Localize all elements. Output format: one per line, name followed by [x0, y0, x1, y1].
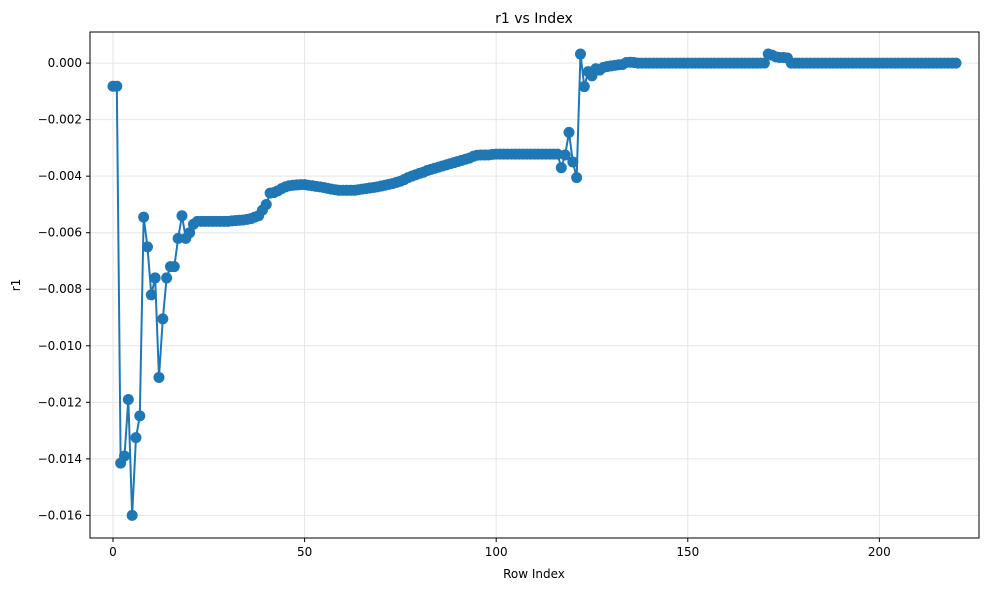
- y-axis-title: r1: [9, 279, 23, 292]
- plot-area-frame: [89, 31, 980, 539]
- data-point: [126, 509, 138, 521]
- data-point: [260, 198, 272, 210]
- data-point: [758, 57, 770, 69]
- y-tick-label: −0.010: [38, 339, 82, 353]
- data-point: [578, 81, 590, 93]
- chart-title: r1 vs Index: [495, 11, 573, 27]
- data-point: [559, 149, 571, 161]
- data-point: [111, 80, 123, 92]
- data-point: [161, 272, 173, 284]
- x-tick-label: 150: [676, 545, 699, 559]
- x-tick-label: 0: [109, 545, 117, 559]
- grid: [90, 32, 979, 538]
- x-tick-label: 200: [868, 545, 891, 559]
- y-tick-label: −0.016: [38, 508, 82, 522]
- data-point: [567, 156, 579, 168]
- data-point: [145, 289, 157, 301]
- data-point: [130, 432, 142, 444]
- data-point: [172, 232, 184, 244]
- data-point: [149, 272, 161, 284]
- y-axis-ticks: −0.016 −0.014 −0.012 −0.010 −0.008 −0.006 −0.0…: [38, 56, 90, 522]
- y-tick-label: −0.002: [38, 113, 82, 127]
- x-tick-label: 50: [297, 545, 312, 559]
- y-tick-label: −0.012: [38, 395, 82, 409]
- y-tick-label: 0.000: [48, 56, 82, 70]
- x-tick-label: 100: [485, 545, 508, 559]
- data-point: [138, 211, 150, 223]
- data-point: [134, 410, 146, 422]
- data-point: [157, 313, 169, 325]
- y-tick-label: −0.006: [38, 226, 82, 240]
- data-point: [168, 261, 180, 273]
- data-point: [574, 48, 586, 60]
- data-point: [176, 210, 188, 222]
- data-point: [141, 241, 153, 253]
- data-point: [153, 371, 165, 383]
- x-axis-title: Row Index: [503, 567, 565, 581]
- y-tick-label: −0.008: [38, 282, 82, 296]
- x-axis-ticks: 0 50 100 150 200: [109, 538, 891, 559]
- data-point: [184, 227, 196, 239]
- data-point: [571, 172, 583, 184]
- data-point: [563, 126, 575, 138]
- y-tick-label: −0.004: [38, 169, 82, 183]
- data-point: [122, 393, 134, 405]
- data-point: [950, 57, 962, 69]
- y-tick-label: −0.014: [38, 452, 82, 466]
- data-point: [118, 450, 130, 462]
- data-point: [555, 162, 567, 174]
- series-r1: [107, 48, 962, 521]
